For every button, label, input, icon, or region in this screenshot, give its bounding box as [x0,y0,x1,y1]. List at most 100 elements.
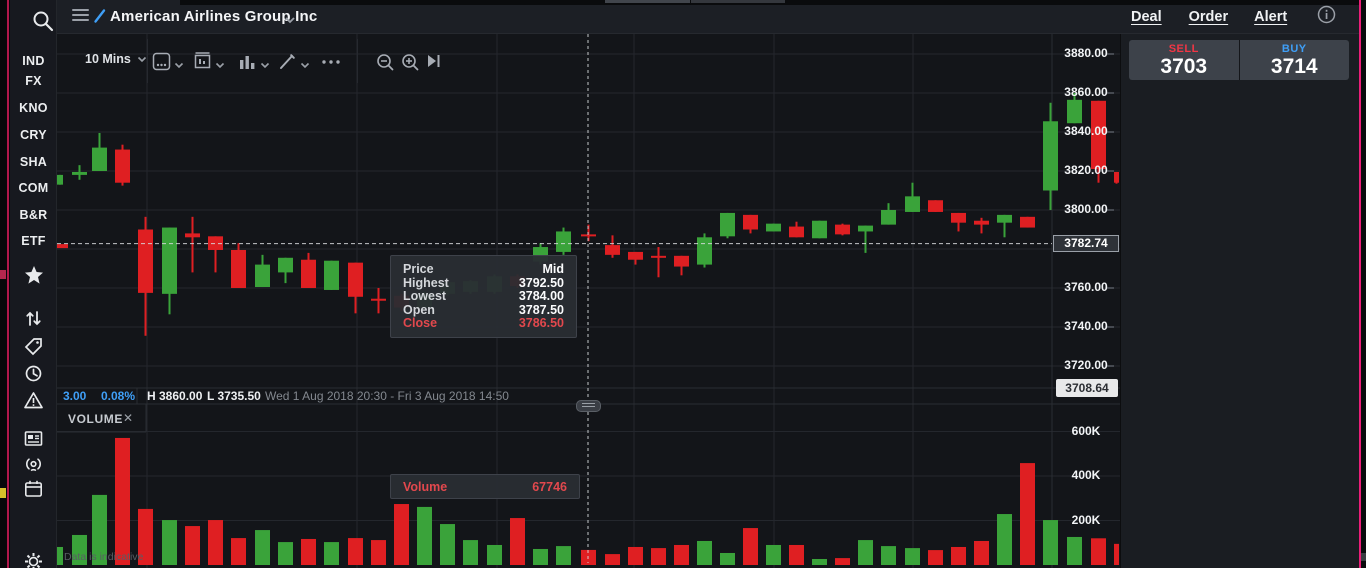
close-icon[interactable]: ✕ [123,411,134,425]
indicators-icon[interactable] [238,52,257,76]
star-icon[interactable] [23,264,45,286]
volume-bar [208,520,223,565]
secondary-price-marker: 3708.64 [1056,379,1118,398]
volume-bar [417,506,432,565]
sidebar-item-fx[interactable]: FX [25,74,42,88]
chevron-down-icon[interactable] [300,56,310,74]
volume-tooltip-label: Volume [403,479,448,494]
chart-type-icon[interactable] [152,52,171,76]
volume-tooltip: Volume 67746 [390,474,580,499]
volume-bar [162,520,177,565]
deal-ticket: SELL 3703 BUY 3714 [1129,40,1349,80]
sidebar-item-cry[interactable]: CRY [20,128,47,142]
sidebar-item-sha[interactable]: SHA [19,155,48,169]
volume-bar [348,538,363,565]
data-indicative-watermark: Data is indicative [64,551,144,563]
candle [185,233,200,238]
price-chart[interactable] [57,34,1120,568]
volume-axis-label: 600K [1071,423,1101,438]
volume-bar [72,534,87,565]
zoom-in-icon[interactable] [400,52,420,77]
volume-bar [463,540,478,565]
volume-bar [812,558,827,565]
candle [951,212,966,223]
price-axis-label: 3760.00 [1064,280,1108,294]
go-to-latest-icon[interactable] [426,52,442,75]
menu-icon[interactable] [72,9,89,24]
sidebar-item-kno[interactable]: KNO [19,101,48,115]
instrument-title[interactable]: American Airlines Group Inc [110,8,318,25]
sidebar-item-br[interactable]: B&R [19,208,48,222]
tooltip-row-close: Close 3786.50 [403,316,564,330]
chevron-down-icon[interactable] [174,56,184,74]
candle [115,149,130,183]
volume-bar [974,540,989,565]
transfer-icon[interactable] [23,308,45,330]
alerts-icon[interactable] [23,390,45,412]
volume-bar [628,546,643,565]
chevron-down-icon [137,52,147,66]
candle [858,225,873,232]
header-links: Deal Order Alert [1120,0,1348,34]
chevron-down-icon[interactable] [260,56,270,74]
left-edge-mark-2 [0,488,6,498]
price-axis-label: 3860.00 [1064,85,1108,99]
volume-bar [997,514,1012,565]
signals-icon[interactable] [23,453,45,475]
volume-bar [651,548,666,565]
news-icon[interactable] [23,428,45,450]
calendar-icon[interactable] [23,478,45,500]
edit-icon[interactable] [93,8,106,29]
volume-bar [324,542,339,565]
zoom-out-icon[interactable] [375,52,395,77]
volume-bar [394,504,409,565]
candle [92,147,107,171]
timeframe-select[interactable]: 10 Mins [85,52,147,66]
ohlc-tooltip: Price Mid Highest 3792.50 Lowest 3784.00 Op… [390,255,577,338]
volume-bar [371,540,386,565]
alert-link[interactable]: Alert [1254,9,1288,25]
tag-icon[interactable] [23,336,45,358]
order-link[interactable]: Order [1188,9,1229,25]
right-edge-mark [1361,553,1366,561]
history-icon[interactable] [23,363,45,385]
volume-pane-header: VOLUME ✕ [57,405,146,432]
sidebar-item-ind[interactable]: IND [22,54,45,68]
info-icon[interactable] [1317,5,1336,29]
candle [789,226,804,238]
candle [697,237,712,265]
volume-tooltip-value: 67746 [532,479,567,494]
buy-button[interactable]: BUY 3714 [1239,40,1349,80]
volume-bar [533,548,548,565]
candle [57,174,63,185]
volume-bar [835,558,850,565]
volume-bar [928,550,943,565]
volume-bar [556,546,571,565]
volume-bar [487,544,502,565]
right-window-edge [1359,0,1366,568]
layout-panels-icon[interactable] [193,52,212,76]
sell-price: 3703 [1160,54,1208,78]
volume-bar [720,552,735,565]
more-options-icon[interactable] [320,52,342,76]
chart-toolbar: 10 Mins [57,34,1120,86]
current-price-marker: 3782.74 [1053,235,1119,253]
candle [974,220,989,225]
settings-icon[interactable] [23,551,45,568]
candle [651,255,666,258]
chevron-down-icon[interactable] [215,56,225,74]
tooltip-row-open: Open 3787.50 [403,302,564,317]
sidebar-item-etf[interactable]: ETF [21,234,46,248]
candle [255,264,270,288]
sell-button[interactable]: SELL 3703 [1129,40,1239,80]
deal-link[interactable]: Deal [1131,9,1162,25]
sidebar-item-com[interactable]: COM [18,181,49,195]
candle [324,260,339,290]
candle [881,210,896,225]
pane-splitter-handle[interactable] [576,400,601,412]
search-icon[interactable] [31,9,55,33]
left-window-edge [0,0,10,568]
volume-pane-title: VOLUME [68,412,123,426]
drawing-tools-icon[interactable] [278,52,297,76]
chevron-down-icon[interactable] [284,11,296,29]
